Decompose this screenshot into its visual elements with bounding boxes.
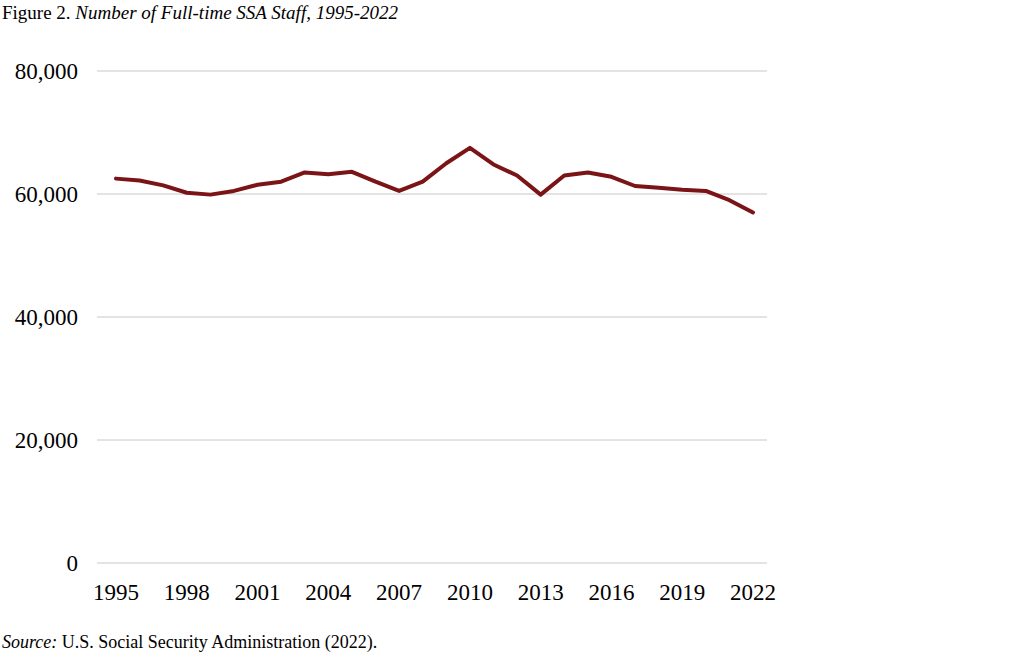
y-tick-label: 80,000 xyxy=(15,59,78,84)
y-tick-label: 0 xyxy=(67,551,79,576)
source-note: Source: U.S. Social Security Administrat… xyxy=(2,632,377,653)
y-tick-label: 40,000 xyxy=(15,305,78,330)
plot-area xyxy=(116,148,753,213)
grid-line xyxy=(97,71,767,72)
grid-line xyxy=(97,563,767,564)
x-tick-label: 2010 xyxy=(447,580,493,605)
y-tick-label: 20,000 xyxy=(15,428,78,453)
chart-container: Figure 2. Number of Full-time SSA Staff,… xyxy=(0,0,1024,666)
x-tick-label: 2016 xyxy=(588,580,634,605)
x-tick-label: 2019 xyxy=(659,580,705,605)
x-tick-label: 1998 xyxy=(164,580,210,605)
x-tick-label: 2004 xyxy=(305,580,352,605)
chart-svg: Figure 2. Number of Full-time SSA Staff,… xyxy=(0,0,1024,666)
grid-line xyxy=(97,317,767,318)
x-tick-label: 2022 xyxy=(730,580,776,605)
x-tick-label: 1995 xyxy=(93,580,139,605)
y-tick-label: 60,000 xyxy=(15,182,78,207)
data-line xyxy=(116,148,753,213)
x-tick-label: 2013 xyxy=(518,580,564,605)
x-tick-label: 2007 xyxy=(376,580,422,605)
title: Figure 2. Number of Full-time SSA Staff,… xyxy=(2,2,398,23)
grid-line xyxy=(97,440,767,441)
x-tick-label: 2001 xyxy=(235,580,281,605)
